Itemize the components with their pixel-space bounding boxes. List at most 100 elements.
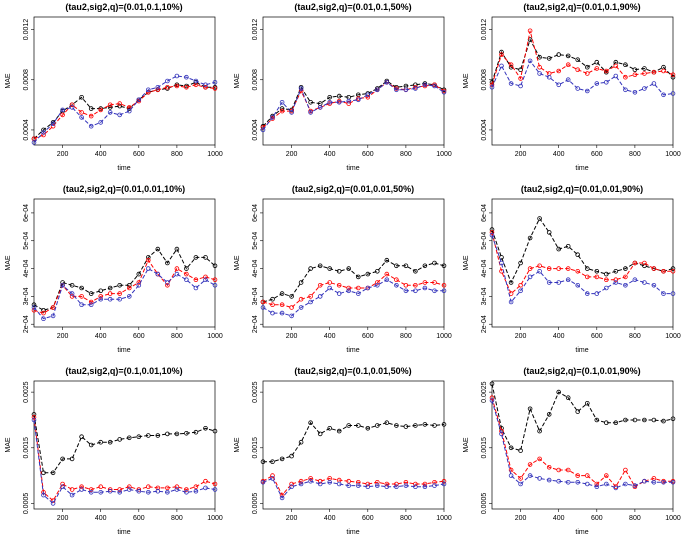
data-point-blue: [356, 97, 361, 103]
data-point-red: [298, 478, 304, 484]
data-point-blue: [279, 100, 285, 105]
data-point-red: [432, 480, 437, 485]
data-point-red: [127, 285, 132, 291]
data-point-blue: [537, 476, 542, 481]
data-point-blue: [613, 485, 619, 491]
x-tick-label: 800: [400, 515, 412, 522]
plot-frame: [262, 380, 445, 510]
data-point-blue: [499, 260, 504, 266]
data-point-red: [632, 260, 638, 266]
data-point-black: [184, 431, 189, 436]
data-point-red: [661, 68, 666, 74]
x-tick-label: 600: [362, 515, 374, 522]
data-point-red: [279, 302, 285, 307]
data-point-blue: [174, 487, 180, 492]
data-point-red: [79, 294, 84, 299]
data-point-blue: [346, 288, 351, 294]
data-point-red: [365, 481, 371, 487]
data-point-black: [537, 54, 542, 60]
data-point-blue: [174, 271, 180, 277]
data-point-blue: [432, 83, 437, 89]
data-point-blue: [165, 280, 170, 285]
data-point-black: [79, 434, 84, 439]
y-axis-label: MAE: [234, 437, 241, 453]
data-point-red: [155, 87, 161, 93]
data-point-blue: [546, 280, 552, 285]
data-point-black: [289, 294, 294, 299]
data-point-red: [336, 283, 342, 288]
data-point-blue: [527, 274, 533, 280]
x-tick-label: 400: [95, 333, 107, 340]
data-point-blue: [184, 277, 189, 282]
data-point-black: [432, 423, 437, 428]
x-tick-label: 1000: [436, 151, 452, 158]
x-tick-label: 800: [171, 151, 183, 158]
data-point-blue: [60, 283, 65, 288]
data-point-blue: [556, 280, 561, 285]
data-point-blue: [508, 299, 514, 305]
x-tick-label: 1000: [207, 515, 223, 522]
chart-panel: (tau2,sig2,q)=(0.01,0.01,10%) 200 400 600 80…: [0, 182, 229, 363]
data-point-black: [203, 255, 208, 260]
y-tick-label: 4e-04: [252, 260, 259, 278]
data-point-red: [174, 266, 180, 271]
x-tick-label: 1000: [436, 333, 452, 340]
data-point-black: [384, 420, 390, 425]
y-tick-label: 0.0025: [481, 381, 488, 403]
data-point-red: [346, 101, 351, 106]
data-point-red: [585, 274, 590, 280]
x-axis-label: time: [346, 165, 359, 172]
data-point-black: [365, 271, 371, 277]
data-point-red: [165, 485, 170, 491]
y-tick-label: 0.0005: [23, 493, 30, 515]
data-point-black: [489, 381, 495, 387]
data-point-blue: [394, 484, 399, 489]
data-point-blue: [270, 115, 275, 120]
data-point-black: [260, 459, 266, 464]
data-point-red: [88, 299, 94, 305]
data-point-black: [50, 470, 56, 476]
data-point-blue: [375, 283, 380, 288]
data-point-black: [356, 274, 361, 280]
data-point-blue: [50, 501, 56, 506]
data-point-blue: [489, 232, 495, 238]
plot-frame: [33, 380, 216, 510]
data-point-blue: [661, 92, 666, 98]
data-point-red: [623, 74, 628, 80]
data-point-red: [441, 478, 447, 484]
data-point-blue: [127, 108, 132, 114]
data-point-red: [594, 481, 600, 487]
data-point-blue: [98, 120, 103, 125]
data-point-black: [670, 266, 676, 271]
data-point-black: [279, 456, 285, 462]
data-point-red: [174, 83, 180, 89]
data-point-blue: [212, 80, 218, 85]
data-point-blue: [88, 302, 94, 307]
data-point-black: [613, 269, 619, 274]
data-point-blue: [127, 487, 132, 492]
data-point-black: [365, 426, 371, 431]
data-point-black: [594, 59, 600, 65]
data-point-red: [585, 71, 590, 76]
data-point-blue: [565, 480, 571, 485]
data-point-blue: [260, 305, 266, 310]
data-point-black: [336, 428, 342, 434]
data-point-blue: [31, 305, 37, 310]
y-tick-label: 2e-04: [481, 315, 488, 333]
chart-svg: (tau2,sig2,q)=(0.01,0.1,50%) 200 400 600 800…: [234, 2, 452, 172]
x-tick-label: 400: [553, 151, 565, 158]
chart-panel: (tau2,sig2,q)=(0.01,0.01,90%) 200 400 600 80…: [458, 182, 687, 363]
data-point-black: [98, 439, 103, 445]
data-point-red: [184, 271, 189, 277]
chart-svg: (tau2,sig2,q)=(0.01,0.01,50%) 200 400 600 80…: [234, 184, 452, 354]
data-point-black: [422, 263, 428, 269]
data-point-red: [298, 296, 304, 302]
y-tick-label: 0.0015: [23, 437, 30, 459]
x-tick-label: 600: [133, 333, 145, 340]
series-line-black: [33, 248, 216, 311]
data-point-black: [508, 280, 514, 285]
data-point-red: [575, 269, 580, 274]
data-point-red: [623, 274, 628, 280]
plot-frame: [262, 16, 445, 146]
x-tick-label: 200: [286, 515, 298, 522]
